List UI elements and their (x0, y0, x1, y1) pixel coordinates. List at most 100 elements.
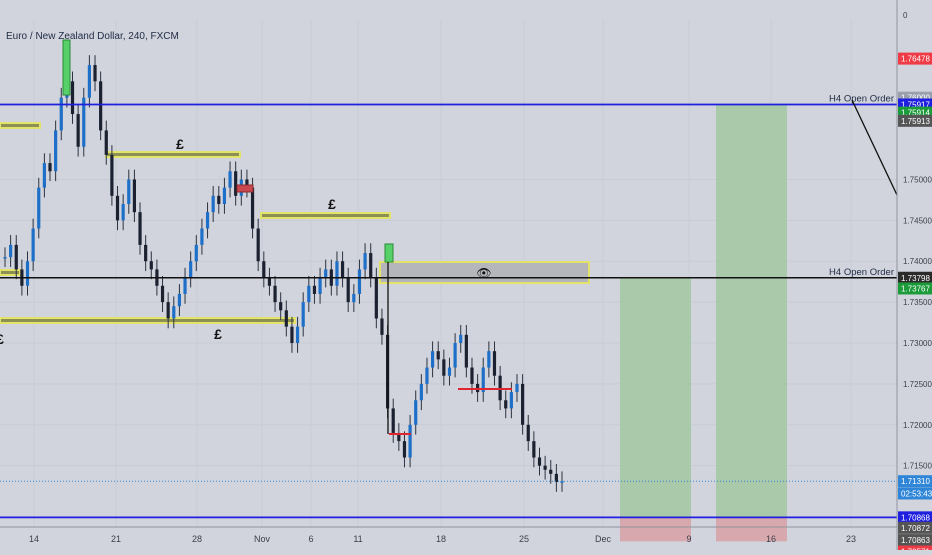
stop-loss-zone (620, 517, 691, 542)
candle-body (267, 277, 272, 286)
candle-body (76, 114, 80, 147)
price-label-value: 1.71310 (901, 477, 930, 486)
candle-body (144, 244, 148, 262)
take-profit-zone (716, 104, 787, 518)
date-tick-label: 25 (519, 534, 529, 544)
candle-body (419, 383, 423, 401)
date-tick-label: Nov (254, 534, 271, 544)
candle-body (340, 261, 345, 278)
candle-body (138, 212, 142, 245)
candle-body (205, 212, 210, 229)
candle-body (459, 334, 463, 344)
eye-icon: 👁 (476, 266, 491, 280)
price-tick-label: 1.74500 (903, 216, 932, 225)
candle-body (200, 228, 204, 245)
candle-body (9, 244, 13, 258)
candle-body (262, 261, 266, 278)
candle-body (70, 81, 75, 115)
candle-body (211, 195, 215, 213)
candle-body (526, 424, 530, 442)
price-label-value: 1.73767 (901, 284, 930, 293)
candle-body (447, 367, 452, 376)
date-tick-label: 11 (353, 534, 362, 544)
candle-body (177, 293, 182, 307)
candle-body (234, 171, 238, 196)
candle-body (521, 383, 525, 425)
zone-bar (0, 317, 296, 324)
candle-body (346, 277, 350, 303)
candle-body (256, 228, 260, 262)
candle-body (87, 64, 91, 98)
highlight-candle-red (236, 184, 254, 193)
candle-body (476, 383, 480, 393)
price-label-badge (898, 487, 932, 500)
candle-body (487, 351, 491, 368)
price-label-value: 1.75913 (901, 117, 930, 126)
candle-body (290, 326, 294, 344)
candle-body (132, 179, 137, 213)
date-tick-label: 18 (436, 534, 446, 544)
date-tick-label: 14 (29, 534, 39, 544)
date-tick-label: Dec (595, 534, 612, 544)
candle-body (115, 195, 120, 221)
candle-body (279, 302, 283, 311)
price-tick-label: 1.73500 (903, 298, 932, 307)
candle-body (324, 269, 328, 278)
candle-body (470, 367, 474, 384)
candle-body (492, 351, 497, 376)
candle-body (549, 469, 553, 474)
candle-body (425, 367, 429, 384)
candle-body (245, 179, 249, 188)
zone-bar (105, 151, 241, 158)
candle-body (442, 359, 446, 376)
open-order-label: H4 Open Order (829, 267, 894, 278)
trend-line (851, 99, 898, 196)
candle-body (104, 130, 108, 155)
price-label-value: 1.70872 (901, 524, 930, 533)
price-label-value: 02:53:43 (901, 489, 932, 498)
candle-body (554, 473, 558, 483)
price-tick-label: 1.72500 (903, 380, 932, 389)
date-tick-label: 6 (308, 534, 313, 544)
candle-body (183, 277, 187, 294)
candle-body (498, 375, 502, 401)
date-tick-label: 16 (766, 534, 776, 544)
candle-body (25, 261, 30, 286)
candle-body (509, 392, 513, 409)
zone-bar (0, 269, 21, 276)
candle-body (217, 195, 221, 204)
take-profit-zone (620, 277, 691, 518)
candle-body (82, 97, 86, 147)
candle-body (222, 187, 227, 204)
candle-body (402, 441, 407, 458)
candle-body (430, 351, 435, 368)
price-label-badge (898, 534, 932, 547)
candle-body (357, 269, 362, 294)
candle-body (149, 261, 153, 270)
price-tick-label: 1.71500 (903, 462, 932, 471)
zone-pound-label: £ (214, 326, 222, 342)
highlight-candle-green (384, 243, 394, 263)
candle-body (301, 302, 305, 327)
zone-bar (0, 122, 41, 129)
price-tick-label: 1.74000 (903, 257, 932, 266)
candle-body (543, 465, 547, 470)
candle-body (335, 261, 339, 286)
candle-body (54, 130, 58, 172)
candle-body (453, 343, 457, 368)
price-tick-label: 1.75000 (903, 175, 932, 184)
candle-body (363, 253, 367, 270)
price-label-badge (898, 114, 932, 127)
candle-body (42, 163, 46, 188)
candle-body (537, 457, 542, 466)
candle-body (228, 171, 232, 188)
price-label-badge (898, 271, 932, 284)
candle-body (250, 187, 255, 229)
candle-body (374, 277, 378, 319)
candle-body (307, 285, 311, 303)
candle-body (194, 244, 198, 262)
price-label-value: 1.75917 (901, 100, 930, 109)
date-tick-label: 28 (192, 534, 202, 544)
